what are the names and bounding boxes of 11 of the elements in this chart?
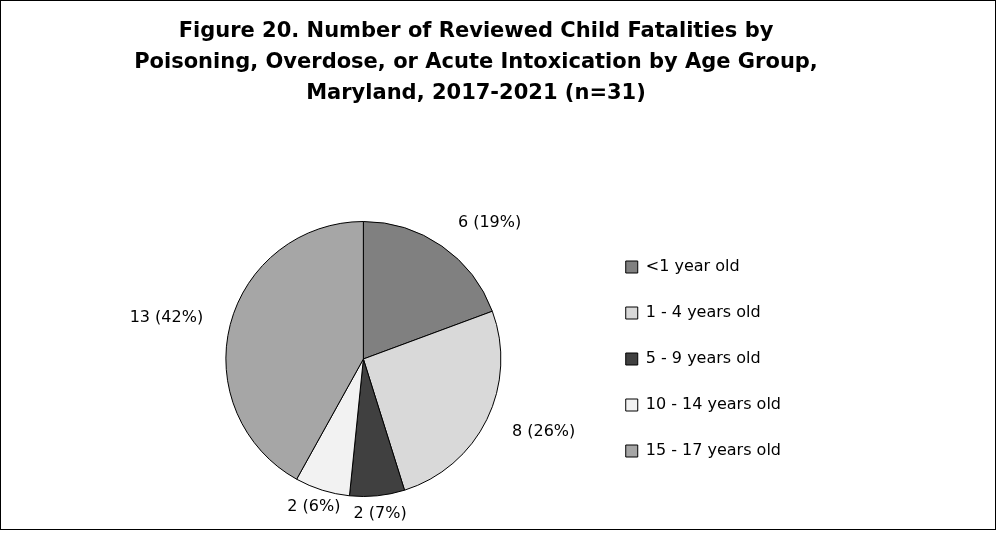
data-label: 2 (7%) [353,502,407,522]
data-label: 13 (42%) [129,306,204,326]
data-label: 2 (6%) [287,496,341,516]
legend-label: 15 - 17 years old [645,440,782,460]
legend-label: 5 - 9 years old [645,348,761,368]
legend-label: <1 year old [645,256,740,276]
legend-label: 10 - 14 years old [645,394,782,414]
data-label: 6 (19%) [457,212,522,232]
data-label: 8 (26%) [511,421,576,441]
chart-title: Figure 20. Number of Reviewed Child Fatalities by Poisoning, Overdose, or Acute Intoxication by Age Group, Maryland, 2017-2021 (n=31) [133,17,819,106]
legend-label: 1 - 4 years old [645,302,761,322]
